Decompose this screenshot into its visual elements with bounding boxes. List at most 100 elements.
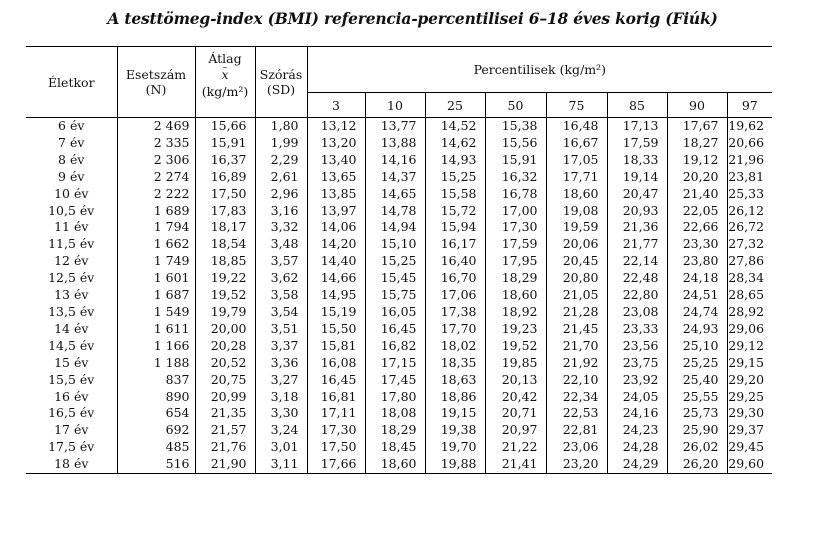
table-body: 6 év 2 469 15,66 1,80 13,12 13,77 14,52 15,38 16… <box>26 117 773 474</box>
cell-percentile-25: 16,40 <box>424 253 485 271</box>
header-percentile-90: 90 <box>666 92 727 118</box>
cell-percentile-85: 23,08 <box>606 303 667 321</box>
header-percentile-25: 25 <box>424 92 485 118</box>
cell-percentile-50: 17,59 <box>484 236 546 254</box>
cell-percentile-90: 24,74 <box>666 303 727 321</box>
cell-age: 10,5 év <box>48 202 95 218</box>
cell-percentile-50: 16,78 <box>484 185 546 203</box>
cell-percentile-85: 20,93 <box>606 202 667 220</box>
cell-percentile-75: 22,10 <box>545 371 607 389</box>
header-percentile-50: 50 <box>484 92 546 118</box>
cell-percentile-10: 13,77 <box>364 117 425 135</box>
cell-percentile-75: 17,71 <box>545 168 607 186</box>
cell-case-count: 654 <box>116 405 195 423</box>
header-mean: Átlag x (kg/m²) <box>194 46 255 118</box>
cell-mean: 20,00 <box>194 320 255 338</box>
cell-percentile-97: 29,30 <box>726 405 773 423</box>
cell-percentile-75: 23,06 <box>545 439 607 457</box>
cell-percentile-85: 22,14 <box>606 253 667 271</box>
cell-age: 14 év <box>54 320 89 336</box>
header-case-count-line1: Esetszám <box>125 67 187 82</box>
cell-percentile-75: 21,92 <box>545 354 607 372</box>
cell-percentile-3: 13,40 <box>306 151 365 169</box>
cell-percentile-10: 16,82 <box>364 337 425 355</box>
header-percentiles: Percentilisek (kg/m²) <box>306 46 773 93</box>
cell-percentile-97: 23,81 <box>726 168 773 186</box>
cell-percentile-3: 14,06 <box>306 219 365 237</box>
table-row: 11,5 év 1 662 18,54 3,48 14,20 15,10 16,17 17,5… <box>26 236 773 254</box>
cell-mean: 16,89 <box>194 168 255 186</box>
cell-percentile-3: 14,40 <box>306 253 365 271</box>
cell-mean: 21,57 <box>194 422 255 440</box>
table-row: 17 év 692 21,57 3,24 17,30 18,29 19,38 20,97 22,… <box>26 422 773 440</box>
cell-percentile-85: 24,23 <box>606 422 667 440</box>
cell-percentile-85: 21,77 <box>606 236 667 254</box>
cell-percentile-25: 19,15 <box>424 405 485 423</box>
cell-case-count: 1 611 <box>116 320 195 338</box>
cell-percentile-90: 23,80 <box>666 253 727 271</box>
cell-percentile-25: 15,94 <box>424 219 485 237</box>
cell-mean: 16,37 <box>194 151 255 169</box>
cell-percentile-97: 29,06 <box>726 320 773 338</box>
cell-age: 13 év <box>54 287 89 303</box>
cell-mean: 21,90 <box>194 456 255 474</box>
cell-percentile-50: 17,30 <box>484 219 546 237</box>
cell-case-count: 2 222 <box>116 185 195 203</box>
table-row: 14 év 1 611 20,00 3,51 15,50 16,45 17,70 19,23 2… <box>26 320 773 338</box>
table-title: A testtömeg-index (BMI) referencia-perce… <box>107 9 718 28</box>
cell-case-count: 2 469 <box>116 117 195 135</box>
cell-percentile-3: 13,65 <box>306 168 365 186</box>
cell-age: 17,5 év <box>48 439 95 455</box>
cell-percentile-97: 29,15 <box>726 354 773 372</box>
cell-percentile-90: 20,20 <box>666 168 727 186</box>
cell-percentile-10: 14,37 <box>364 168 425 186</box>
cell-percentile-90: 26,02 <box>666 439 727 457</box>
cell-percentile-10: 18,29 <box>364 422 425 440</box>
cell-percentile-85: 21,36 <box>606 219 667 237</box>
cell-percentile-50: 15,91 <box>484 151 546 169</box>
cell-percentile-75: 21,70 <box>545 337 607 355</box>
cell-mean: 20,75 <box>194 371 255 389</box>
header-mean-symbol: x <box>196 66 255 81</box>
cell-percentile-85: 23,56 <box>606 337 667 355</box>
cell-percentile-25: 18,86 <box>424 388 485 406</box>
cell-percentile-90: 25,55 <box>666 388 727 406</box>
cell-case-count: 837 <box>116 371 195 389</box>
cell-age: 12,5 év <box>48 270 95 286</box>
cell-percentile-10: 14,78 <box>364 202 425 220</box>
cell-percentile-97: 27,86 <box>726 253 773 271</box>
cell-percentile-10: 15,75 <box>364 287 425 304</box>
cell-percentile-90: 25,73 <box>666 405 727 423</box>
cell-percentile-3: 15,81 <box>306 337 365 355</box>
cell-sd: 3,01 <box>254 439 307 457</box>
header-percentile-10: 10 <box>364 92 425 118</box>
cell-percentile-90: 25,40 <box>666 371 727 389</box>
cell-percentile-3: 17,11 <box>306 405 365 423</box>
cell-age: 6 év <box>58 118 85 133</box>
cell-sd: 3,24 <box>254 422 307 440</box>
cell-percentile-50: 17,00 <box>484 202 546 220</box>
cell-case-count: 890 <box>116 388 195 406</box>
cell-sd: 3,27 <box>254 371 307 389</box>
cell-age: 11 év <box>54 219 89 235</box>
table-row: 8 év 2 306 16,37 2,29 13,40 14,16 14,93 15,91 17… <box>26 151 773 169</box>
cell-mean: 18,85 <box>194 253 255 271</box>
table-row: 12 év 1 749 18,85 3,57 14,40 15,25 16,40 17,95 2… <box>26 253 773 271</box>
cell-percentile-3: 16,81 <box>306 388 365 406</box>
cell-age: 11,5 év <box>48 236 95 252</box>
cell-percentile-90: 25,25 <box>666 354 727 372</box>
cell-age: 16 év <box>54 388 89 404</box>
header-age: Életkor <box>26 46 117 118</box>
cell-percentile-50: 19,52 <box>484 337 546 355</box>
cell-age: 14,5 év <box>48 337 95 353</box>
cell-mean: 20,28 <box>194 337 255 355</box>
cell-percentile-90: 21,40 <box>666 185 727 203</box>
cell-percentile-50: 16,32 <box>484 168 546 186</box>
cell-percentile-90: 24,51 <box>666 287 727 304</box>
cell-percentile-3: 13,85 <box>306 185 365 203</box>
cell-percentile-90: 25,90 <box>666 422 727 440</box>
cell-percentile-97: 28,34 <box>726 270 773 288</box>
cell-percentile-85: 20,47 <box>606 185 667 203</box>
cell-percentile-85: 19,14 <box>606 168 667 186</box>
header-percentile-levels: 3 10 25 50 75 85 90 97 <box>26 92 773 118</box>
